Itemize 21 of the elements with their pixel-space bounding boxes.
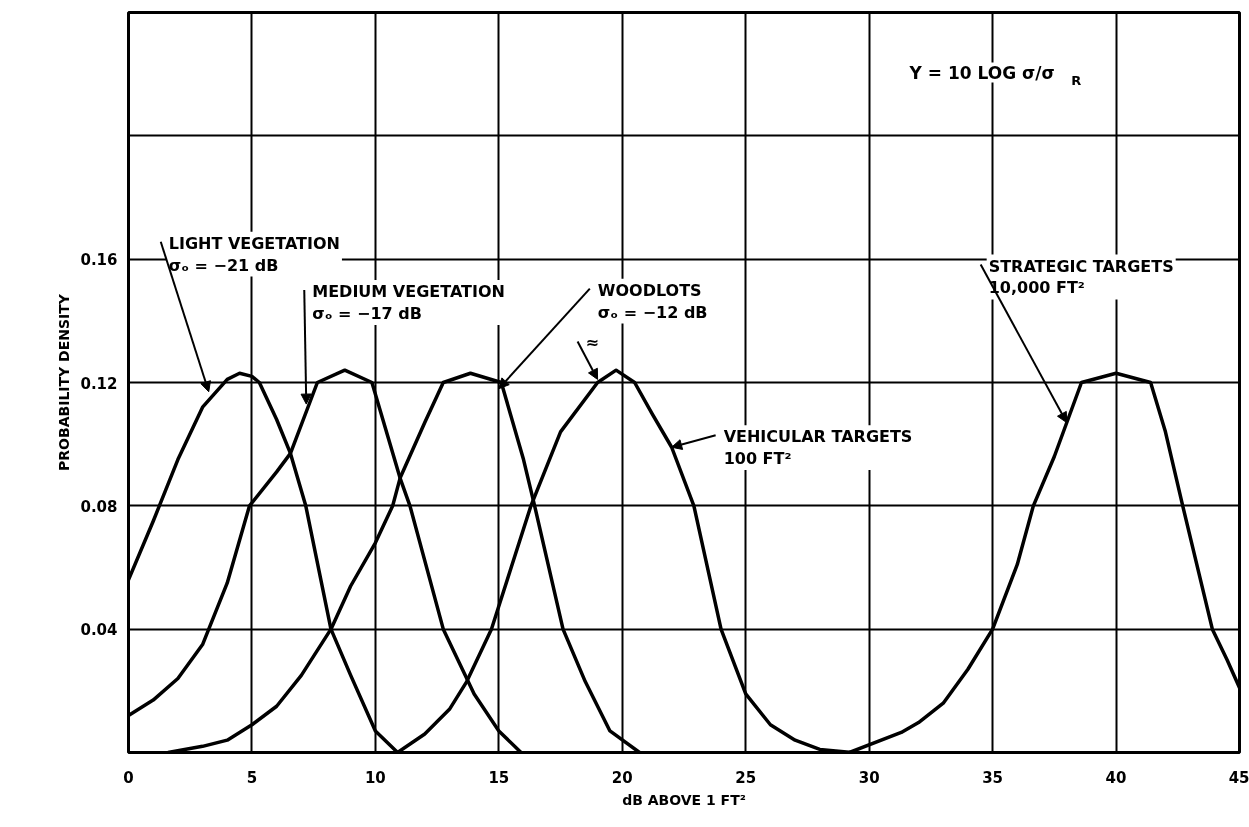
annotation: WOODLOTS σₒ = −12 dB bbox=[597, 280, 708, 322]
x-tick-label: 40 bbox=[1105, 768, 1127, 787]
y-tick-label: 0.04 bbox=[80, 621, 118, 640]
x-tick-label: 15 bbox=[488, 768, 510, 787]
annotation: LIGHT VEGETATION σₒ = −21 dB bbox=[168, 233, 340, 275]
x-tick-label: 5 bbox=[246, 768, 258, 787]
annotation: VEHICULAR TARGETS 100 FT² bbox=[723, 427, 913, 469]
x-tick-label: 30 bbox=[858, 768, 880, 787]
y-tick-label: 0.08 bbox=[80, 497, 118, 516]
y-tick-label: 0.16 bbox=[80, 251, 118, 270]
x-tick-label: 20 bbox=[611, 768, 633, 787]
y-tick-label: 0.12 bbox=[80, 374, 118, 393]
x-tick-label: 35 bbox=[982, 768, 1004, 787]
x-tick-label: 10 bbox=[364, 768, 386, 787]
x-tick-label: 25 bbox=[735, 768, 757, 787]
annotation: ≈ bbox=[585, 333, 599, 353]
annotation: MEDIUM VEGETATION σₒ = −17 dB bbox=[312, 282, 505, 323]
x-axis-title: dB ABOVE 1 FT² bbox=[622, 791, 746, 808]
y-axis-title: PROBABILITY DENSITY bbox=[56, 293, 73, 471]
x-tick-label: 45 bbox=[1228, 768, 1249, 787]
x-tick-label: 0 bbox=[123, 768, 134, 787]
